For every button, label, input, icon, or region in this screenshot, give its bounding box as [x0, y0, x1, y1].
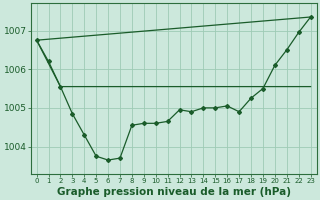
X-axis label: Graphe pression niveau de la mer (hPa): Graphe pression niveau de la mer (hPa)	[57, 187, 291, 197]
